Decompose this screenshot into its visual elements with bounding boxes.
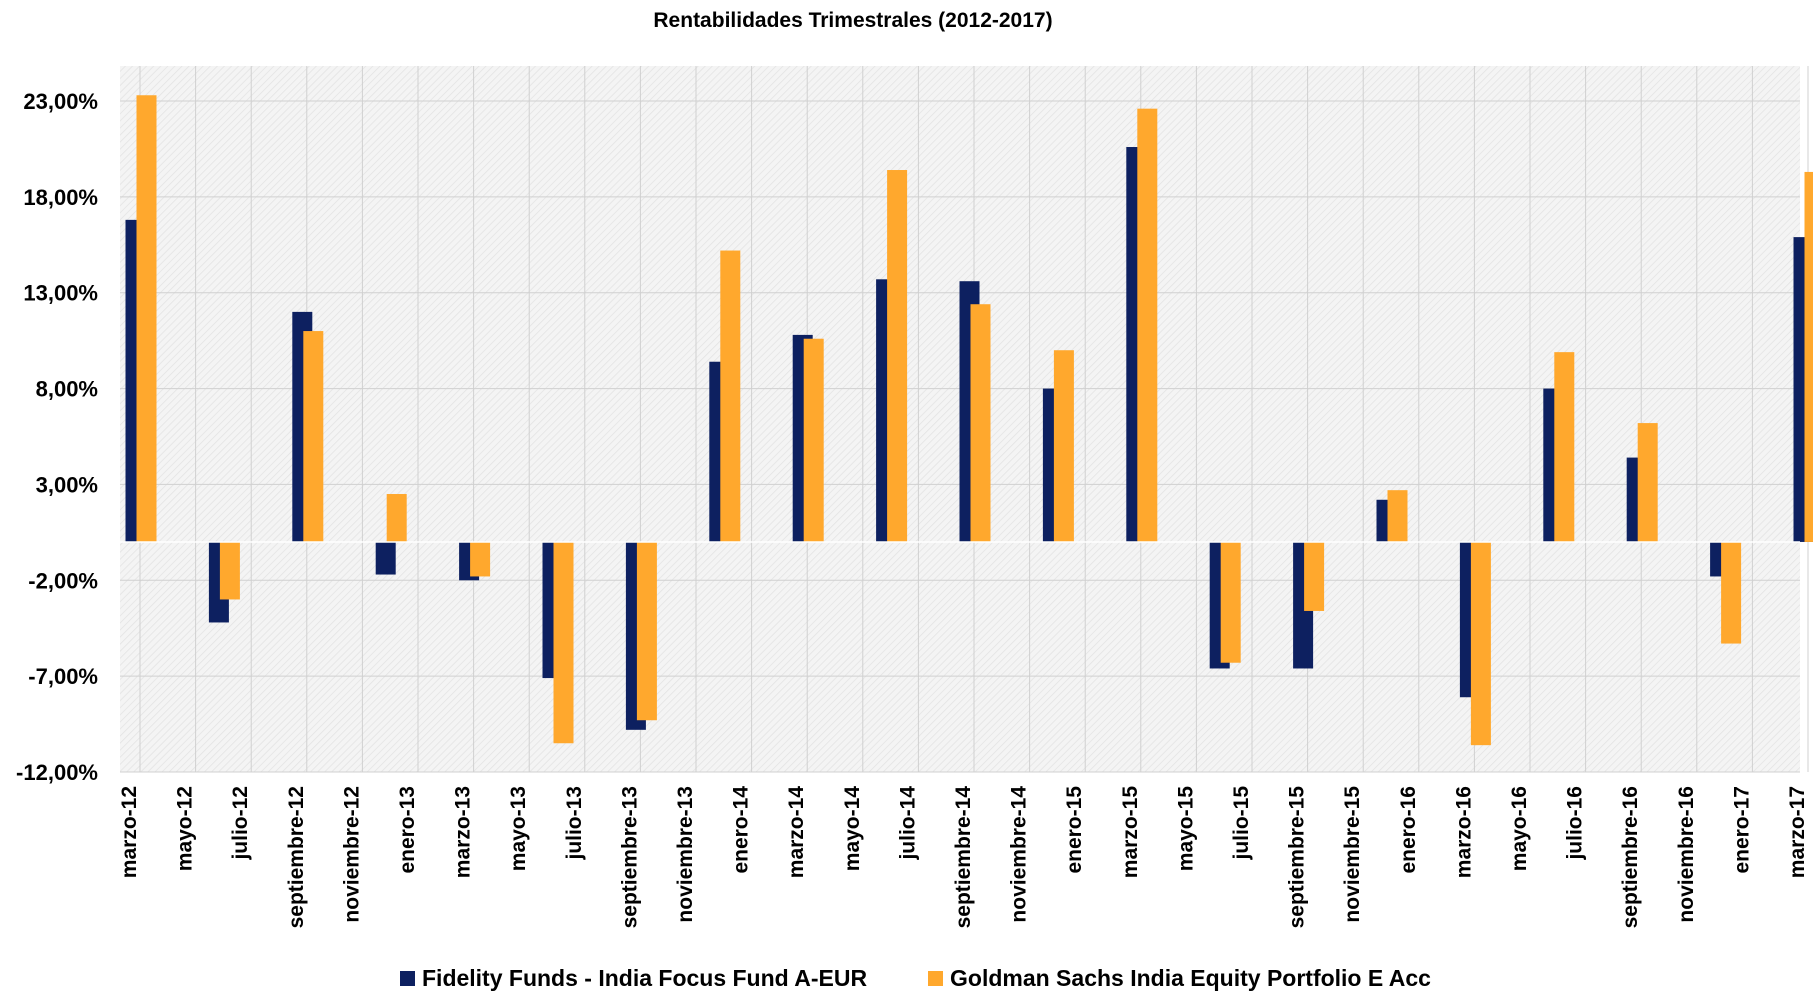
bar-goldman	[1470, 541, 1491, 746]
y-tick-label: -7,00%	[28, 664, 98, 689]
y-tick-label: 23,00%	[23, 89, 98, 114]
x-tick-label: enero-14	[730, 786, 753, 874]
y-tick-label: 8,00%	[36, 377, 98, 402]
x-tick-label: julio-15	[1230, 786, 1253, 861]
bar-goldman	[219, 541, 240, 600]
chart-title: Rentabilidades Trimestrales (2012-2017)	[653, 9, 1052, 32]
x-tick-label: marzo-13	[452, 786, 475, 878]
x-tick-label: septiembre-16	[1619, 786, 1642, 928]
legend-swatch-fidelity	[400, 971, 415, 986]
x-tick-label: marzo-14	[785, 786, 808, 879]
legend-swatch-goldman	[928, 971, 943, 986]
bar-goldman	[803, 338, 824, 542]
bar-goldman	[1554, 352, 1575, 542]
x-tick-label: marzo-17	[1786, 786, 1809, 878]
bar-goldman	[636, 541, 657, 721]
x-tick-label: enero-13	[396, 786, 419, 874]
bar-goldman	[887, 170, 908, 542]
x-tick-label: julio-14	[896, 786, 919, 861]
x-tick-label: septiembre-12	[285, 786, 308, 928]
x-tick-label: mayo-12	[174, 786, 197, 871]
y-tick-label: 3,00%	[36, 472, 98, 497]
x-tick-label: septiembre-15	[1286, 786, 1309, 929]
legend-label-fidelity: Fidelity Funds - India Focus Fund A-EUR	[422, 965, 867, 991]
bar-goldman	[136, 95, 157, 542]
legend: Fidelity Funds - India Focus Fund A-EUR …	[400, 965, 1431, 991]
bar-goldman	[303, 331, 324, 542]
y-axis-ticks: 23,00% 18,00% 13,00% 8,00% 3,00% -2,00% -7,00%…	[16, 89, 98, 785]
x-tick-label: noviembre-14	[1008, 786, 1031, 923]
x-tick-label: septiembre-14	[952, 786, 975, 929]
bar-goldman	[386, 494, 407, 542]
x-tick-label: noviembre-13	[674, 786, 697, 923]
bar-goldman	[553, 541, 574, 744]
x-tick-label: mayo-14	[841, 786, 864, 872]
x-tick-label: noviembre-16	[1675, 786, 1698, 923]
bars	[125, 95, 1813, 746]
x-tick-label: mayo-15	[1174, 786, 1197, 872]
bar-goldman	[1804, 171, 1813, 542]
bar-goldman	[1304, 541, 1325, 611]
legend-label-goldman: Goldman Sachs India Equity Portfolio E A…	[950, 965, 1431, 991]
x-tick-label: noviembre-15	[1341, 786, 1364, 923]
x-tick-label: noviembre-12	[340, 786, 363, 923]
x-axis-ticks: marzo-12 mayo-12 julio-12 septiembre-12 novi…	[118, 786, 1809, 929]
x-tick-label: marzo-12	[118, 786, 141, 878]
x-tick-label: mayo-13	[507, 786, 530, 871]
x-tick-label: enero-15	[1063, 786, 1086, 874]
y-tick-label: 13,00%	[23, 281, 98, 306]
bar-goldman	[470, 541, 491, 577]
bar-goldman	[1053, 350, 1074, 542]
x-tick-label: enero-16	[1397, 786, 1420, 874]
bar-goldman	[1721, 541, 1742, 644]
x-tick-label: julio-16	[1564, 786, 1587, 861]
y-tick-label: -2,00%	[28, 568, 98, 593]
x-tick-label: septiembre-13	[618, 786, 641, 928]
bar-goldman	[720, 250, 741, 542]
bar-goldman	[970, 304, 991, 542]
x-tick-label: julio-12	[229, 786, 252, 861]
bar-goldman	[1137, 108, 1158, 542]
bar-goldman	[1220, 541, 1241, 663]
y-tick-label: 18,00%	[23, 185, 98, 210]
x-tick-label: mayo-16	[1508, 786, 1531, 871]
y-tick-label: -12,00%	[16, 760, 98, 785]
bar-fidelity	[375, 541, 396, 575]
x-tick-label: julio-13	[563, 786, 586, 861]
x-tick-label: marzo-16	[1452, 786, 1475, 878]
bar-goldman	[1637, 423, 1658, 542]
bar-goldman	[1387, 490, 1408, 542]
x-tick-label: marzo-15	[1119, 786, 1142, 879]
x-tick-label: enero-17	[1730, 786, 1753, 874]
